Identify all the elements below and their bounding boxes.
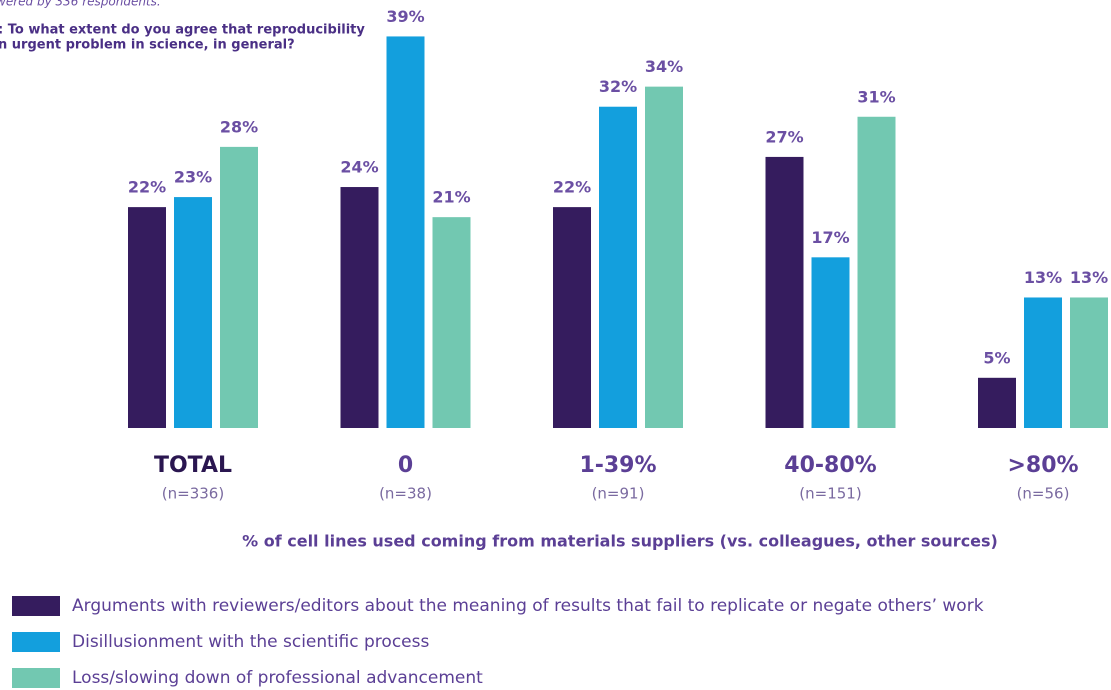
bar bbox=[1070, 297, 1108, 428]
legend-label: Loss/slowing down of professional advanc… bbox=[72, 668, 483, 688]
value-label: 34% bbox=[645, 57, 683, 76]
bar bbox=[220, 146, 258, 428]
value-label: 17% bbox=[811, 228, 849, 247]
value-label: 21% bbox=[432, 188, 470, 207]
subtitle: n urgent problem in science, in general? bbox=[0, 38, 295, 53]
value-label: 39% bbox=[386, 7, 424, 26]
category-label: >80% bbox=[1007, 453, 1078, 478]
category-count: (n=151) bbox=[799, 485, 861, 503]
bar bbox=[599, 106, 637, 428]
category-label: TOTAL bbox=[154, 453, 232, 478]
x-axis-title: % of cell lines used coming from materia… bbox=[242, 532, 998, 551]
value-label: 32% bbox=[599, 77, 637, 96]
category-label: 1-39% bbox=[579, 453, 656, 478]
subtitle: : To what extent do you agree that repro… bbox=[0, 23, 365, 38]
category-count: (n=91) bbox=[592, 485, 645, 503]
legend-swatch bbox=[12, 668, 60, 688]
value-label: 13% bbox=[1070, 268, 1108, 287]
value-label: 28% bbox=[220, 117, 258, 136]
legend-label: Arguments with reviewers/editors about t… bbox=[72, 596, 984, 616]
bar bbox=[432, 217, 471, 428]
category-count: (n=38) bbox=[379, 485, 432, 503]
value-label: 5% bbox=[983, 348, 1010, 367]
bar bbox=[978, 377, 1016, 428]
bar bbox=[128, 207, 166, 428]
category-count: (n=56) bbox=[1017, 485, 1070, 503]
value-label: 22% bbox=[553, 178, 591, 197]
category-label: 0 bbox=[398, 453, 413, 478]
bar bbox=[340, 187, 379, 428]
value-label: 13% bbox=[1024, 268, 1062, 287]
category-count: (n=336) bbox=[162, 485, 224, 503]
value-label: 27% bbox=[765, 127, 803, 146]
value-label: 31% bbox=[857, 87, 895, 106]
value-label: 23% bbox=[174, 168, 212, 187]
note: wered by 336 respondents. bbox=[0, 0, 161, 9]
category-label: 40-80% bbox=[784, 453, 876, 478]
bar bbox=[645, 86, 683, 428]
bar bbox=[765, 156, 804, 429]
value-label: 22% bbox=[128, 178, 166, 197]
bar bbox=[174, 197, 212, 428]
bar bbox=[553, 207, 591, 428]
bar bbox=[857, 116, 896, 428]
bar bbox=[386, 36, 425, 428]
legend-swatch bbox=[12, 632, 60, 652]
bar bbox=[1024, 297, 1062, 428]
bar bbox=[811, 257, 850, 428]
legend-label: Disillusionment with the scientific proc… bbox=[72, 632, 429, 652]
legend-swatch bbox=[12, 596, 60, 616]
value-label: 24% bbox=[340, 158, 378, 177]
